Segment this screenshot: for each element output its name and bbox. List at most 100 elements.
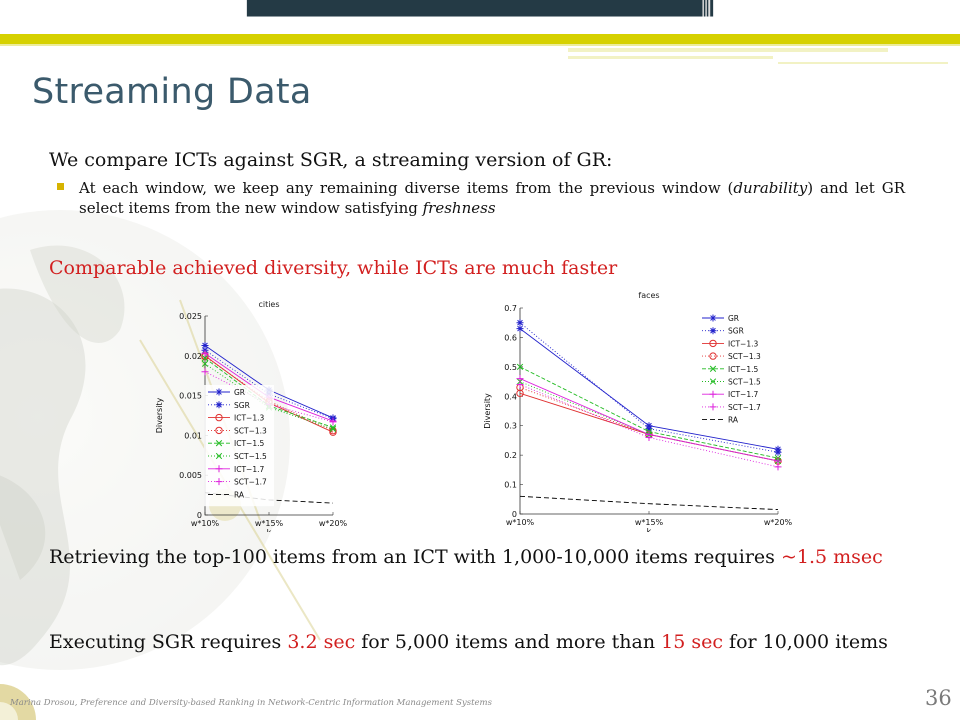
data-point [201,355,209,362]
page-number: 36 [925,686,952,710]
legend-label: SCT−1.7 [728,403,761,412]
legend-label: SGR [234,401,250,410]
sgr-time-5000: 3.2 sec [287,631,356,653]
legend-label: ICT−1.7 [234,465,264,474]
chart-title: cities [258,300,279,309]
x-tick-label: w*15% [255,519,284,528]
corner-gear-decoration [0,684,36,720]
globe-watermark [0,210,290,670]
sgr-time-10000: 15 sec [661,631,723,653]
y-tick-label: 0.4 [504,392,517,401]
data-point [329,425,337,433]
retrieval-text: Retrieving the top-100 items from an ICT… [49,546,781,568]
legend-marker [215,440,223,447]
legend-label: SCT−1.5 [728,378,761,387]
chart-title: faces [638,291,659,300]
legend-marker [709,314,717,322]
x-axis-label: k [647,527,652,532]
data-point [774,448,782,456]
series-line [204,349,334,420]
data-point [329,424,337,431]
data-point [201,341,209,349]
cities-diversity-chart: cities 0 0.005 0.01 0.015 0.02 0.025 w*10% w*15%… [155,300,348,532]
series-sct-1-7 [516,381,782,471]
legend-marker [215,465,223,473]
x-tick-label: w*20% [764,518,793,527]
sgr-text-start: Executing SGR requires [49,631,288,653]
y-tick-label: 0.6 [504,333,517,342]
y-tick-label: 0.015 [179,392,202,401]
header-bar [246,0,714,17]
y-tick-label: 0.025 [179,312,202,321]
legend-label: SCT−1.7 [234,478,267,487]
data-point [329,418,337,426]
data-point [774,457,782,465]
accent-stripes [0,34,960,64]
y-tick-label: 0.02 [184,352,202,361]
y-tick-label: 0.01 [184,431,202,440]
legend-marker [215,401,223,409]
sgr-text-end: for 10,000 items [723,631,888,653]
y-tick-label: 0.7 [504,304,517,313]
bullet-text-mid: ) and let GR select items from the new w… [79,179,905,217]
legend-label: ICT−1.7 [728,390,758,399]
highlight-text: Comparable achieved diversity, while ICT… [49,257,618,279]
legend-marker [709,339,717,348]
y-tick-label: 0 [512,510,517,519]
sgr-time-text: Executing SGR requires 3.2 sec for 5,000… [49,631,909,654]
page-title: Streaming Data [32,72,312,112]
x-tick-label: w*10% [191,519,220,528]
faces-diversity-chart: faces 0 0.1 0.2 0.3 0.4 0.5 0.6 0.7 w*10% w*15% w*2… [483,291,793,532]
legend-marker [709,378,717,385]
data-point [516,389,524,398]
legend-label: GR [234,388,245,397]
legend-marker [215,452,223,460]
bullet-emphasis-freshness: freshness [422,199,496,217]
legend-label: RA [728,416,739,425]
legend-marker [215,426,223,435]
series-line [519,495,779,511]
retrieval-time-text: Retrieving the top-100 items from an ICT… [49,546,909,569]
data-point [516,363,524,371]
legend-label: ICT−1.3 [234,414,264,423]
legend-label: SCT−1.3 [728,352,761,361]
chart-legend: GR SGR ICT−1.3 SCT−1.3 ICT−1.5 SCT−1.5 ICT−1.7… [698,311,778,432]
series-sgr [516,319,782,456]
y-tick-label: 0 [197,511,202,520]
x-tick-label: w*10% [506,518,535,527]
data-point [774,463,782,471]
legend-label: ICT−1.5 [234,439,264,448]
bullet-square-icon [57,183,64,190]
legend-marker [709,403,717,411]
bullet-item: At each window, we keep any remaining di… [57,178,905,218]
x-axis-label: k [267,528,272,532]
series-ra [519,495,779,511]
y-tick-label: 0.5 [504,363,517,372]
legend-label: SCT−1.3 [234,426,267,435]
lead-text: We compare ICTs against SGR, a streaming… [49,149,613,171]
legend-marker [709,390,717,398]
y-tick-label: 0.3 [504,422,517,431]
x-tick-label: w*20% [319,519,348,528]
legend-marker [709,327,717,335]
data-point [516,325,524,333]
legend-label: GR [728,314,739,323]
bullet-text-start: At each window, we keep any remaining di… [79,179,734,197]
footer-citation: Marina Drosou, Preference and Diversity-… [10,698,492,708]
legend-label: RA [234,490,245,499]
y-tick-label: 0.1 [504,481,517,490]
legend-marker [215,413,223,422]
legend-label: ICT−1.5 [728,365,758,374]
y-axis-label: Diversity [155,397,164,433]
legend-marker [215,478,223,486]
data-point [201,349,209,357]
legend-marker [709,365,717,372]
retrieval-time-value: ~1.5 msec [780,546,883,568]
y-axis-label: Diversity [483,393,492,429]
data-point [645,433,653,441]
data-point [516,381,524,389]
legend-label: SCT−1.5 [234,452,267,461]
chart-legend: GR SGR ICT−1.3 SCT−1.3 ICT−1.5 SCT−1.5 ICT−1.7… [204,385,274,507]
bullet-emphasis-durability: durability [733,179,808,197]
